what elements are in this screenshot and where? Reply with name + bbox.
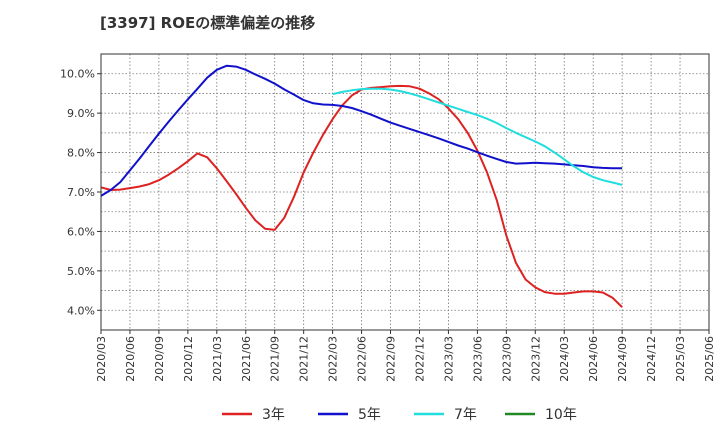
x-tick-label: 2023/06 [471, 336, 484, 382]
series-line-5年 [100, 64, 623, 197]
x-tick-label: 2022/12 [413, 336, 426, 382]
y-tick-label: 7.0% [67, 186, 95, 199]
y-tick-label: 4.0% [67, 304, 95, 317]
x-tick-label: 2023/03 [442, 336, 455, 382]
x-tick-label: 2022/06 [356, 336, 369, 382]
x-tick-label: 2022/09 [385, 336, 398, 382]
x-tick-label: 2024/09 [616, 336, 629, 382]
chart-title: [3397] ROEの標準偏差の推移 [100, 14, 315, 32]
x-tick-label: 2025/03 [674, 336, 687, 382]
legend-label: 3年 [262, 407, 285, 423]
legend-label: 5年 [358, 407, 381, 423]
y-tick-label: 8.0% [67, 147, 95, 160]
x-tick-label: 2020/09 [153, 336, 166, 382]
x-tick-label: 2023/09 [500, 336, 513, 382]
plot-area [100, 64, 623, 308]
y-tick-label: 10.0% [60, 68, 95, 81]
y-tick-label: 9.0% [67, 107, 95, 120]
x-tick-label: 2025/06 [703, 336, 716, 382]
plot-border [100, 53, 710, 331]
grid [101, 54, 709, 330]
x-tick-label: 2024/12 [645, 336, 658, 382]
x-tick-label: 2022/03 [327, 336, 340, 382]
y-tick-label: 5.0% [67, 265, 95, 278]
y-tick-label: 6.0% [67, 225, 95, 238]
x-axis: 2020/03 2020/06 2020/09 2020/12 2021/03 2021/… [95, 330, 716, 382]
x-tick-label: 2021/03 [211, 336, 224, 382]
legend-label: 10年 [545, 407, 577, 423]
x-tick-label: 2020/12 [182, 336, 195, 382]
x-tick-label: 2024/03 [558, 336, 571, 382]
x-tick-label: 2021/12 [298, 336, 311, 382]
series-line-3年 [100, 84, 623, 308]
x-tick-label: 2020/03 [95, 336, 108, 382]
x-tick-label: 2024/06 [587, 336, 600, 382]
x-tick-label: 2021/06 [240, 336, 253, 382]
legend-label: 7年 [454, 407, 477, 423]
x-tick-label: 2021/09 [269, 336, 282, 382]
x-tick-label: 2023/12 [529, 336, 542, 382]
x-tick-label: 2020/06 [124, 336, 137, 382]
y-axis: 4.0% 5.0% 6.0% 7.0% 8.0% 9.0% 10.0% [60, 68, 101, 317]
series-line-7年 [332, 87, 623, 186]
legend: 3年 5年 7年 10年 [222, 407, 577, 423]
